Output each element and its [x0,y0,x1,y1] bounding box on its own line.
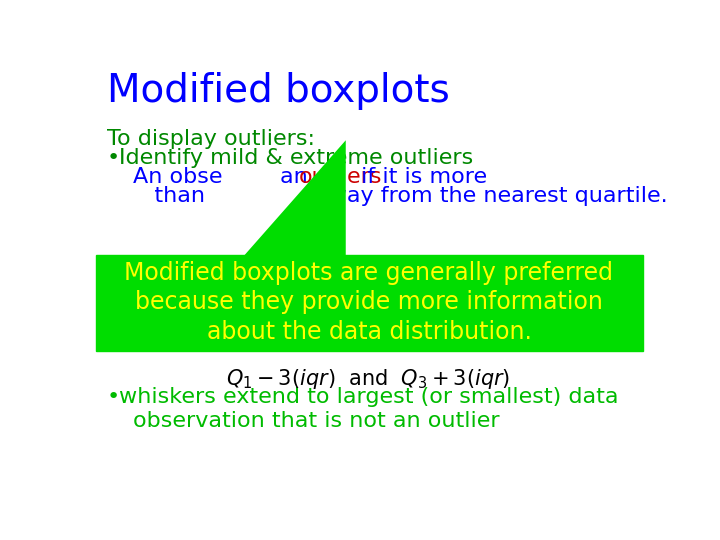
Text: •: • [107,387,120,407]
FancyBboxPatch shape [96,255,642,351]
Text: .: . [626,186,632,206]
Text: An obse: An obse [132,167,222,187]
Text: because they provide more information: because they provide more information [135,291,603,314]
Text: observation that is not an outlier: observation that is not an outlier [132,411,499,431]
Text: about the data distribution.: about the data distribution. [207,320,531,343]
Text: Identify mild & extreme outliers: Identify mild & extreme outliers [120,148,474,168]
Text: To display outliers:: To display outliers: [107,129,315,148]
Text: whiskers extend to largest (or smallest) data: whiskers extend to largest (or smallest)… [120,387,619,407]
Text: •: • [107,148,120,168]
Text: outliers: outliers [300,167,383,187]
Polygon shape [225,140,346,276]
Text: Modified boxplots are generally preferred: Modified boxplots are generally preferre… [125,261,613,285]
Text: if it is more: if it is more [354,167,487,187]
Text: away from the nearest quartile.: away from the nearest quartile. [315,186,667,206]
Text: an: an [280,167,315,187]
Text: than: than [132,186,204,206]
Text: Modified boxplots: Modified boxplots [107,72,450,111]
Text: $Q_1-3(iqr)$  and  $Q_3+3(iqr)$: $Q_1-3(iqr)$ and $Q_3+3(iqr)$ [225,367,510,390]
